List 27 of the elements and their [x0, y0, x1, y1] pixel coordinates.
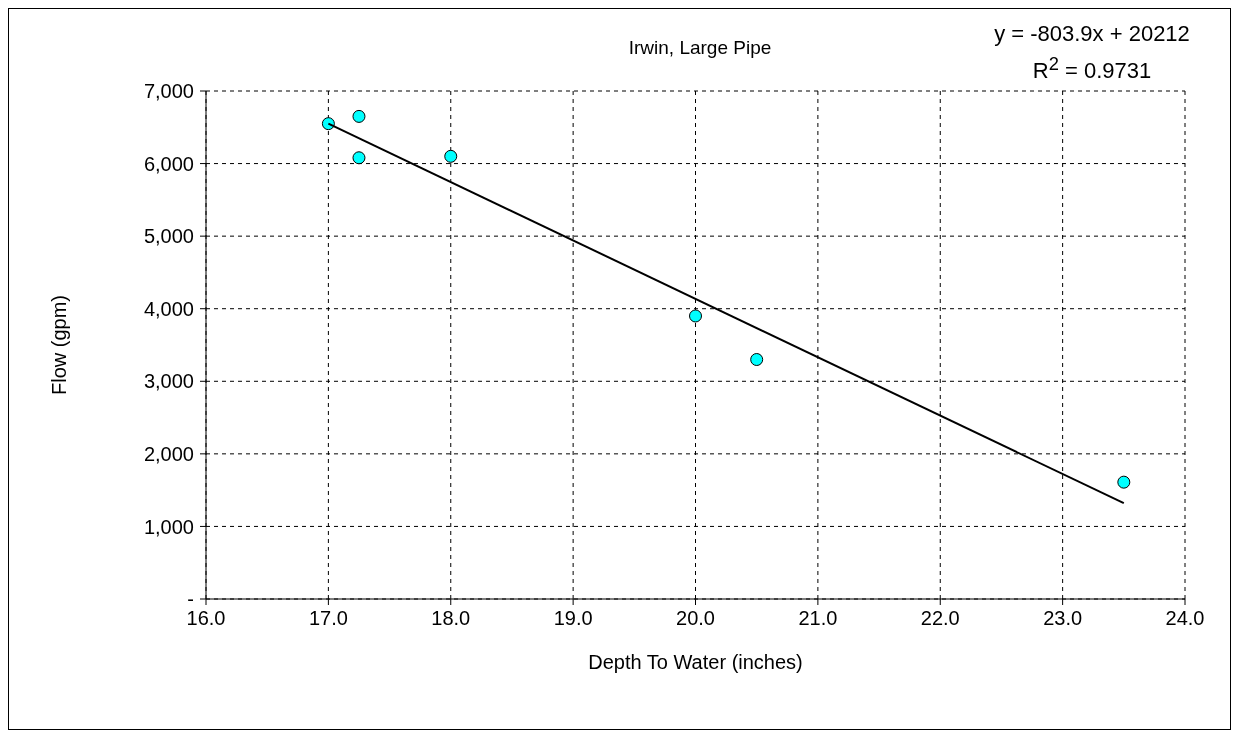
point	[444, 149, 458, 163]
point	[352, 151, 366, 165]
point	[1117, 475, 1131, 489]
x-tick-label: 21.0	[798, 607, 838, 630]
text: R$^{2}$ = 0.9731	[1031, 52, 1153, 86]
x-tick-label: 23.0	[1043, 607, 1083, 630]
x-axis-title: Depth To Water (inches)	[588, 651, 803, 673]
y-tick-label: 2,000	[143, 442, 194, 465]
y-tick-label: 6,000	[143, 152, 194, 175]
y-axis-title: Flow (gpm)	[48, 294, 71, 396]
point	[321, 117, 335, 131]
x-tick-label: 17.0	[308, 607, 348, 630]
x-tick-label: 18.0	[431, 607, 471, 630]
y-tick-label: 1,000	[143, 515, 194, 538]
x-tick-label: 22.0	[920, 607, 960, 630]
point	[689, 309, 702, 323]
y-tick-label: 7,000	[143, 80, 194, 103]
text: y = -803.9x + 20212	[993, 20, 1191, 48]
x-tick-label: 24.0	[1165, 607, 1205, 630]
chart-title: Irwin, Large Pipe	[628, 37, 772, 58]
x-tick-label: 20.0	[676, 607, 715, 630]
y-tick-label: 5,000	[143, 225, 194, 248]
x-tick-label: 19.0	[553, 607, 593, 630]
point	[750, 353, 764, 367]
point	[352, 109, 366, 123]
y-tick-label: 4,000	[143, 297, 194, 320]
y-tick-label: 3,000	[143, 370, 194, 393]
